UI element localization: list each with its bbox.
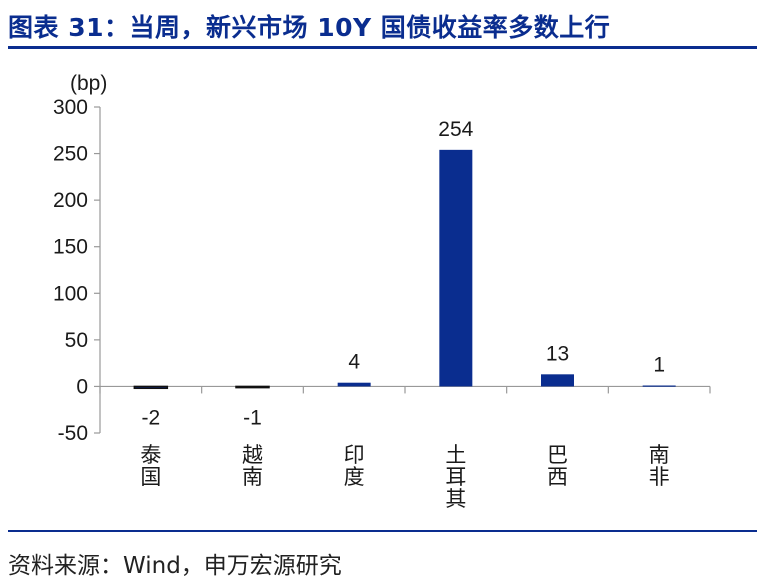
category-label: 巴西 <box>547 443 568 489</box>
y-tick-label: 250 <box>53 143 88 166</box>
data-label: -2 <box>141 406 160 429</box>
bar-越南 <box>235 385 270 389</box>
y-tick-label: 200 <box>53 189 88 212</box>
chart-title: 图表 31：当周，新兴市场 10Y 国债收益率多数上行 <box>8 13 611 42</box>
footer-divider <box>8 530 757 532</box>
y-tick-label: 300 <box>53 96 88 119</box>
bar-泰国 <box>133 385 169 390</box>
category-label: 南非 <box>649 443 670 489</box>
bar-南非 <box>642 385 676 387</box>
data-label: -1 <box>243 406 262 429</box>
category-label: 印度 <box>344 443 365 489</box>
bar-巴西 <box>541 374 574 387</box>
source-note: 资料来源：Wind，申万宏源研究 <box>8 553 342 579</box>
category-label: 越南 <box>242 443 263 489</box>
category-label: 泰国 <box>140 443 161 489</box>
title-divider <box>8 46 757 49</box>
data-label: 254 <box>438 118 473 141</box>
data-label: 4 <box>348 351 360 374</box>
bar-印度 <box>337 382 371 387</box>
data-label: 13 <box>546 342 569 365</box>
y-axis-unit-label: (bp) <box>70 72 107 95</box>
y-tick-label: -50 <box>58 422 88 445</box>
category-label: 土耳其 <box>445 443 466 511</box>
bar-土耳其 <box>439 149 473 387</box>
data-label: 1 <box>653 353 665 376</box>
y-tick-label: 50 <box>65 329 88 352</box>
y-tick-label: 100 <box>53 282 88 305</box>
y-tick-label: 0 <box>76 375 88 398</box>
y-tick-label: 150 <box>53 236 88 259</box>
